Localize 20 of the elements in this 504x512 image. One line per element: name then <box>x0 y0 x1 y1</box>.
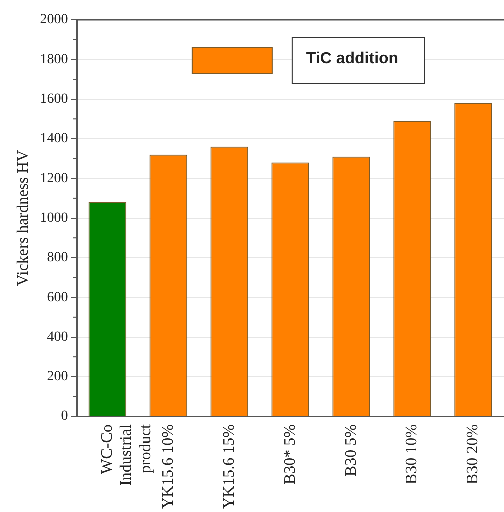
y-tick-label: 1400 <box>40 132 68 147</box>
y-tick-label: 1000 <box>40 210 68 226</box>
y-tick-label: 1600 <box>40 92 68 107</box>
y-tick-label: 2000 <box>40 12 68 28</box>
x-tick-label: YK15.6 15% <box>220 424 238 509</box>
x-tick-label: B30 5% <box>342 424 360 477</box>
y-tick-label: 400 <box>47 330 68 345</box>
y-axis-title: Vickers hardness HV <box>14 150 32 286</box>
y-tick-label: 1200 <box>40 171 68 186</box>
y-tick-label: 1800 <box>40 52 68 68</box>
y-tick-label: 800 <box>47 250 68 266</box>
x-tick-label: WC-Co Industrial product <box>98 424 154 486</box>
y-tick-label: 0 <box>61 409 68 424</box>
x-tick-label: YK15.6 10% <box>160 424 177 509</box>
x-tick-label: B30* 5% <box>282 424 299 485</box>
y-tick-label: 600 <box>47 290 68 306</box>
x-tick-label: B30 10% <box>404 424 421 485</box>
y-tick-label: 200 <box>47 370 68 385</box>
x-tick-label: B30 20% <box>464 424 482 485</box>
legend-label: TiC addition <box>306 50 399 68</box>
